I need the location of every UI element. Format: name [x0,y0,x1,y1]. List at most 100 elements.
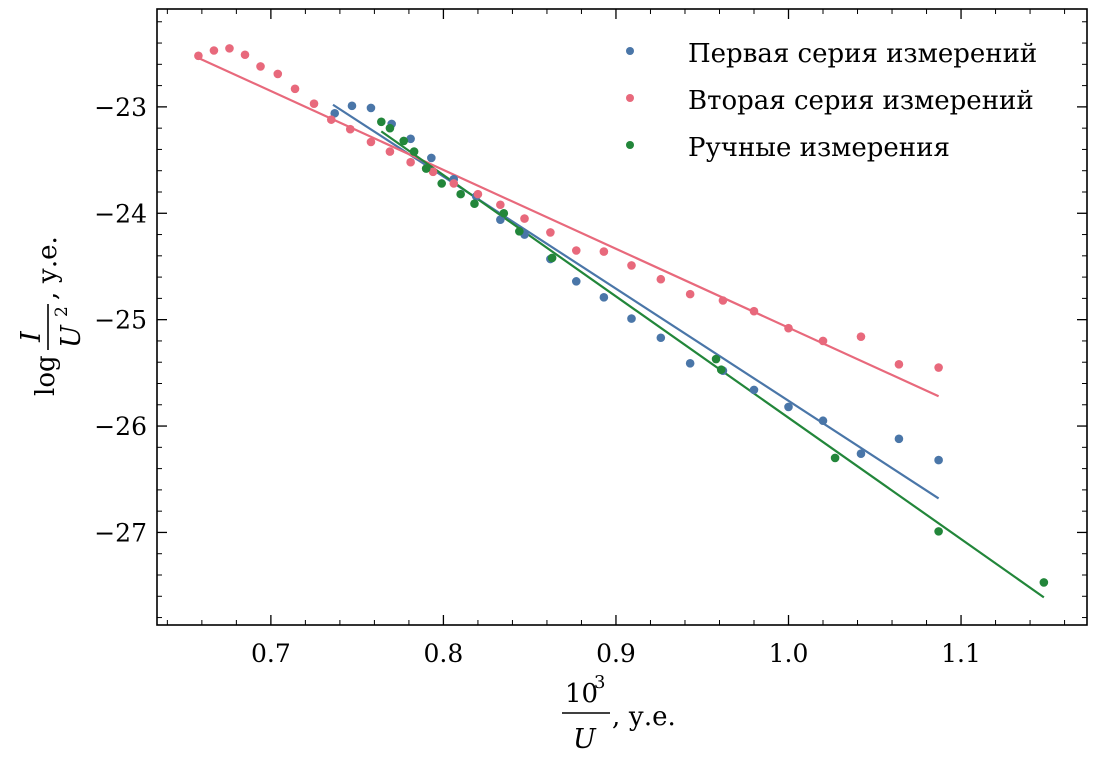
data-point-series-3 [711,354,721,364]
fit-line-series-3 [380,130,1045,599]
data-point-series-3 [470,199,479,208]
data-point-series-2 [428,167,438,177]
data-point-series-1 [347,101,357,111]
data-point-series-2 [496,200,505,210]
y-axis-label: log I U 2 , у.е. [16,236,87,396]
data-point-series-3 [934,527,943,536]
data-point-series-2 [385,147,395,156]
data-point-series-2 [599,247,609,256]
data-point-series-2 [520,214,529,223]
legend-marker-series-2 [626,94,634,102]
data-point-series-1 [599,293,609,302]
data-point-series-1 [330,108,340,118]
data-point-series-2 [894,360,904,369]
data-point-series-2 [818,336,828,346]
data-point-series-1 [934,455,943,465]
legend-marker-series-1 [626,47,634,55]
data-point-series-3 [499,208,509,218]
y-label-exponent: 2 [52,306,72,317]
data-point-series-1 [856,449,866,459]
data-point-series-3 [547,253,557,263]
data-point-series-1 [427,153,436,163]
data-point-series-1 [656,333,666,343]
data-point-series-2 [225,44,234,53]
data-point-series-2 [406,157,415,167]
legend-marker-series-3 [626,141,634,149]
data-point-series-3 [385,123,395,133]
data-point-series-2 [749,306,759,316]
legend: Первая серия измерений Вторая серия изме… [626,39,1037,163]
x-label-suffix: , у.е. [612,702,676,732]
x-tick-label: 0.7 [251,639,291,668]
data-point-series-2 [856,332,866,341]
y-label-numerator: I [16,330,47,343]
plot-area [194,44,1049,599]
y-tick-label: −23 [94,93,147,122]
data-point-series-2 [627,261,636,270]
data-point-series-2 [273,69,283,79]
data-point-series-1 [496,215,505,224]
y-tick-label: −26 [94,412,147,441]
fit-line-series-2 [197,56,940,398]
x-tick-label: 0.9 [596,639,636,668]
data-point-series-3 [830,453,840,463]
legend-label-series-2: Вторая серия измерений [688,86,1034,116]
x-tick-label: 1.0 [769,639,809,668]
x-tick-label: 0.8 [424,639,464,668]
data-point-series-3 [515,227,524,236]
data-point-series-2 [256,62,265,71]
data-point-series-1 [894,434,904,444]
data-point-series-3 [409,147,419,156]
data-point-series-1 [749,385,759,395]
data-point-series-1 [571,277,581,286]
x-axis-label: 10 3 U , у.е. [562,672,676,755]
data-point-series-2 [194,51,203,61]
x-label-numerator: 10 [565,679,598,709]
y-tick-label: −25 [94,306,147,335]
y-label-suffix: , у.е. [33,236,63,300]
data-point-series-2 [473,189,483,199]
data-point-series-2 [326,115,336,124]
data-point-series-3 [399,136,409,146]
data-point-series-2 [209,46,219,55]
data-point-series-1 [818,416,828,426]
data-point-series-2 [290,84,300,94]
data-point-series-2 [656,274,666,284]
data-point-series-2 [718,296,728,305]
data-point-series-1 [685,358,695,368]
fit-line-series-1 [332,103,940,500]
x-tick-label: 1.1 [941,639,981,668]
y-tick-label: −27 [94,518,147,547]
data-point-series-1 [366,103,376,113]
data-point-series-3 [377,117,386,127]
data-point-series-1 [784,402,793,412]
x-label-denominator: U [573,724,597,755]
data-point-series-2 [546,228,555,237]
data-point-series-2 [366,137,376,147]
data-point-series-2 [934,363,943,372]
data-point-series-3 [421,164,431,173]
tick-labels: 0.7 0.8 0.9 1.0 1.1 −23 −24 −25 −26 −27 [94,93,981,668]
data-point-series-2 [784,323,793,333]
legend-label-series-3: Ручные измерения [688,133,950,163]
y-label-prefix: log [31,355,61,396]
data-point-series-2 [449,179,459,188]
y-tick-label: −24 [94,199,147,228]
data-point-series-2 [685,289,695,299]
data-point-series-2 [345,124,355,134]
data-point-series-2 [571,246,581,255]
y-label-denominator: U [56,324,87,348]
legend-label-series-1: Первая серия измерений [688,39,1037,69]
plot-frame [156,8,1088,626]
data-point-series-2 [309,99,319,108]
data-point-series-3 [456,189,465,199]
data-point-series-2 [240,50,250,60]
data-point-series-1 [406,134,415,144]
axis-ticks [157,9,1087,625]
data-point-series-3 [1039,578,1049,587]
data-point-series-3 [437,179,446,188]
data-point-series-1 [627,314,636,323]
x-label-exponent: 3 [594,672,605,693]
data-point-series-3 [716,365,726,374]
